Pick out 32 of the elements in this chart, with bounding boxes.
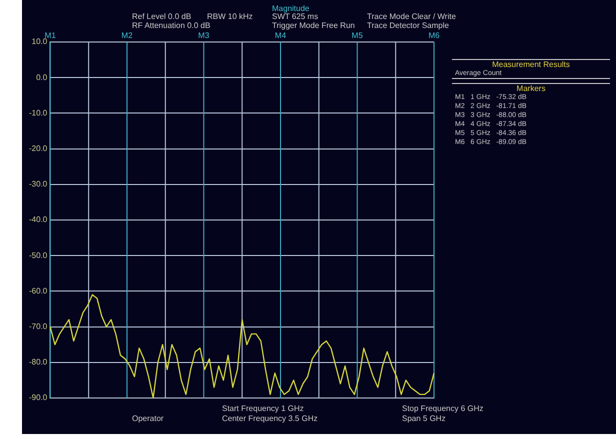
text: M5 [352,31,363,40]
text: SWT 625 ms [272,12,318,21]
text: Markers [452,83,610,93]
text: Start Frequency 1 GHz [222,404,304,413]
y-tick-label: 0.0 [36,72,48,82]
y-tick-label: -10.0 [29,108,48,118]
text: M1 [44,31,56,40]
y-tick-label: -90.0 [29,393,48,402]
text: Trace Detector Sample [367,21,449,30]
text: Ref Level 0.0 dB [132,12,192,21]
text: M2 [121,31,133,40]
text: Operator [132,414,164,423]
y-tick-label: -80.0 [29,358,48,367]
text: M6 [428,31,440,40]
text: RBW 10 kHz [207,12,253,21]
text: M3 [198,31,210,40]
y-tick-label: -40.0 [29,215,48,224]
y-tick-label: 10.0 [32,37,48,46]
text: Stop Frequency 6 GHz [402,404,484,413]
y-tick-label: -50.0 [29,250,48,260]
text: Measurement Results [452,59,610,69]
y-tick-label: -20.0 [29,144,48,154]
text: Trigger Mode Free Run [272,21,355,30]
y-tick-label: -30.0 [29,180,48,189]
text: RF Attenuation 0.0 dB [132,21,210,30]
y-tick-label: -60.0 [29,286,48,296]
text: Center Frequency 3.5 GHz [222,414,318,423]
text: Span 5 GHz [402,414,446,423]
y-tick-label: -70.0 [29,322,48,332]
text: Magnitude [272,4,310,13]
text: Trace Mode Clear / Write [367,12,456,21]
text: M4 [274,31,286,40]
